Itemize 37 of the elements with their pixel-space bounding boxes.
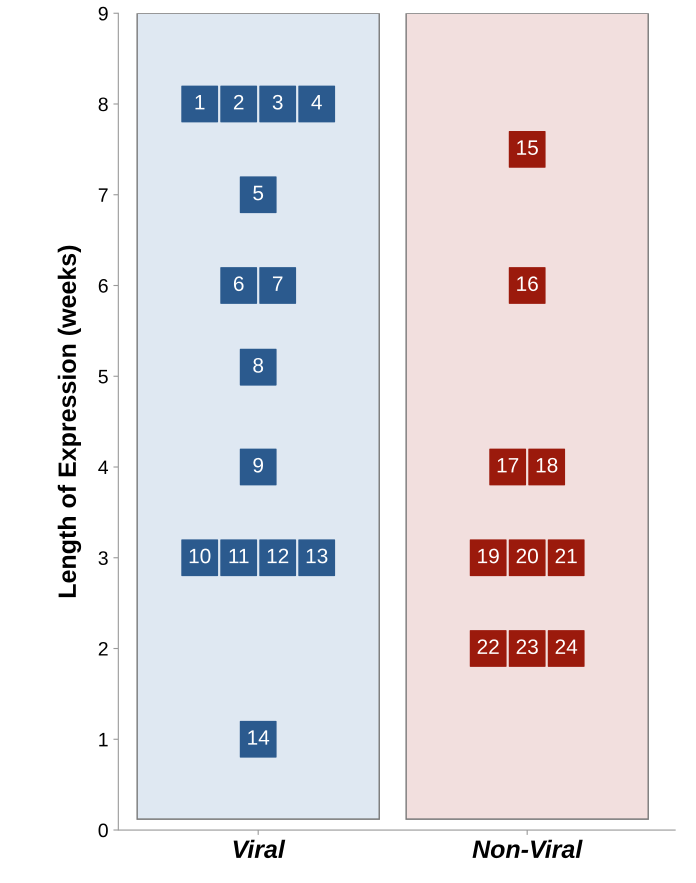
y-tick-label: 8 [98, 97, 108, 112]
annotation: 14 [248, 730, 270, 745]
annotation: 23 [516, 639, 538, 654]
annotation: 11 [229, 548, 248, 564]
annotation: 6 [234, 276, 244, 292]
annotation: 24 [556, 639, 578, 654]
y-tick-label: 2 [98, 642, 108, 656]
annotation: 22 [478, 639, 499, 654]
annotation: 1 [195, 95, 204, 110]
annotation: 19 [478, 548, 499, 564]
annotation: 21 [556, 548, 577, 564]
x-tick-label: Non-Viral [472, 840, 583, 858]
annotation: 12 [268, 548, 288, 564]
y-tick-label: 7 [98, 188, 108, 202]
annotation: 8 [253, 358, 264, 373]
annotation: 9 [253, 458, 263, 473]
y-tick-label: 1 [99, 732, 108, 746]
annotation: 7 [272, 276, 282, 291]
annotation: 2 [234, 94, 244, 110]
y-tick-label: 3 [98, 551, 108, 565]
x-tick-label: Viral [234, 840, 286, 858]
annotation: 18 [536, 458, 558, 473]
annotation: 15 [517, 140, 538, 155]
y-tick-label: 0 [98, 823, 108, 838]
annotation: 17 [498, 458, 518, 472]
annotation: 20 [516, 548, 538, 564]
y-tick-label: 9 [98, 6, 108, 20]
annotation: 5 [253, 186, 264, 200]
y-tick-label: 4 [98, 460, 108, 474]
y-tick-label: 5 [98, 370, 108, 384]
annotation: 3 [272, 94, 283, 110]
y-tick-label: 6 [98, 278, 108, 293]
y-axis-title: Length of Expression (weeks) [58, 246, 82, 598]
annotation: 16 [517, 276, 538, 292]
annotation: 10 [190, 548, 210, 564]
annotation: 13 [306, 548, 328, 564]
annotation: 4 [311, 95, 322, 110]
